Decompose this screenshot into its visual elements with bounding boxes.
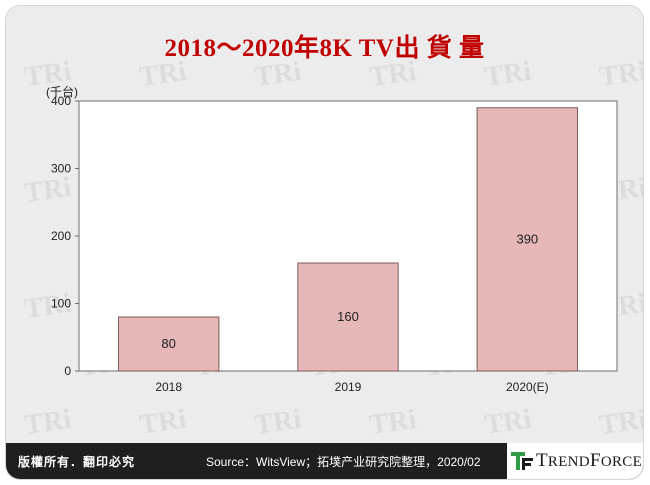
source-text: Source：WitsView；拓墣产业研究院整理，2020/02 <box>206 454 481 469</box>
watermark-mark: TRi <box>253 56 304 93</box>
brand-logo: TRENDFORCE <box>507 443 643 479</box>
y-tick-label: 400 <box>51 94 71 108</box>
watermark-mark: TRi <box>368 56 419 93</box>
watermark-mark: TRi <box>23 172 74 209</box>
bars: 80 160 390 <box>117 107 579 372</box>
watermark-mark: TRi <box>23 56 74 93</box>
data-label: 80 <box>161 336 175 351</box>
bar-2019 <box>297 262 399 372</box>
watermark-mark: TRi <box>253 404 304 441</box>
y-tick-label: 100 <box>51 297 71 311</box>
watermark-mark: TRi <box>483 56 534 93</box>
watermark-mark: TRi <box>368 404 419 441</box>
y-axis-label: (千台) <box>46 84 78 99</box>
watermark-mark: TRi <box>138 404 189 441</box>
slide-frame: TRi TRi TRi TRi TRi TRi TRi TRi TRi TRi TRi TRi TRi T… <box>6 6 643 479</box>
x-tick-label: 2020(E) <box>506 380 549 394</box>
watermark-mark: TRi <box>483 404 534 441</box>
y-tick-label: 200 <box>51 229 71 243</box>
copyright-text: 版權所有．翻印必究 <box>18 454 136 469</box>
watermark-mark: TRi <box>23 404 74 441</box>
y-tick-label: 0 <box>64 364 71 378</box>
data-label: 390 <box>516 231 538 246</box>
y-tick-label: 300 <box>51 162 71 176</box>
chart-svg: TRi TRi TRi TRi TRi TRi TRi TRi TRi TRi TRi TRi TRi T… <box>23 56 643 441</box>
watermark-mark: TRi <box>23 288 74 325</box>
footer-bar: 版權所有．翻印必究 Source：WitsView；拓墣产业研究院整理，2020… <box>6 443 643 479</box>
chart-title: 2018～2020年8K TV出 貨 量 <box>164 35 485 62</box>
watermark-mark: TRi <box>598 56 643 93</box>
trendforce-logo-icon <box>511 452 533 470</box>
x-tick-label: 2019 <box>335 380 362 394</box>
bar-2018 <box>117 316 220 372</box>
watermark-mark: TRi <box>598 404 643 441</box>
watermark-mark: TRi <box>138 56 189 93</box>
brand-name: TRENDFORCE <box>536 450 643 471</box>
bar-2020E <box>476 107 579 372</box>
data-label: 160 <box>337 309 359 324</box>
axes: 0 100 200 300 400(千台) 2018 2019 2020(E) <box>46 84 549 394</box>
x-tick-label: 2018 <box>155 380 182 394</box>
